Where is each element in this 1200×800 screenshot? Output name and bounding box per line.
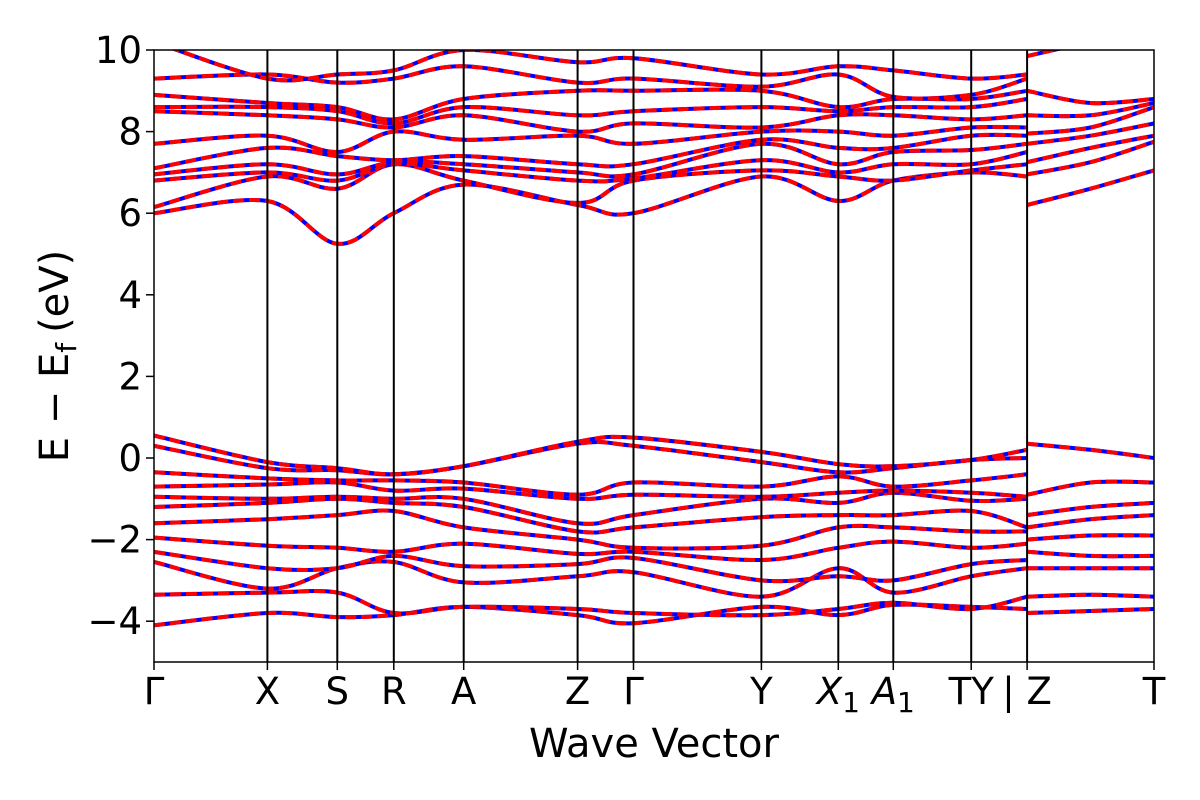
x-tick-label: R bbox=[381, 670, 407, 713]
x-tick-label: Γ bbox=[144, 670, 165, 713]
y-tick-label: 8 bbox=[118, 111, 142, 154]
y-axis-label-unit: (eV) bbox=[32, 250, 78, 333]
band-line-model bbox=[1026, 500, 1154, 518]
x-tick-label: | Z bbox=[1002, 670, 1052, 713]
band-line-model bbox=[1026, 479, 1154, 497]
y-tick-label: 2 bbox=[118, 355, 142, 398]
band-line-model bbox=[1027, 592, 1154, 599]
band-line-reference bbox=[1026, 105, 1154, 136]
band-line-model bbox=[154, 124, 1028, 155]
band-line-model bbox=[154, 602, 1028, 628]
x-tick-label: Z bbox=[565, 670, 590, 713]
y-tick-label: 0 bbox=[118, 437, 142, 480]
y-axis-label-main: E − E bbox=[32, 353, 78, 463]
band-line-model bbox=[1027, 607, 1154, 615]
band-line-model bbox=[1026, 50, 1063, 59]
bands-layer bbox=[154, 50, 1154, 628]
y-tick-label: 6 bbox=[118, 192, 142, 235]
x-tick-label: TY bbox=[948, 670, 995, 713]
kpoint-divider-lines bbox=[266, 50, 1029, 662]
band-line-model bbox=[1026, 139, 1154, 177]
x-tick-label: Γ bbox=[623, 670, 644, 713]
y-tick-label: 10 bbox=[95, 29, 142, 72]
plot-frame bbox=[153, 49, 1155, 663]
x-tick-label: Y bbox=[749, 670, 773, 713]
band-line-model bbox=[154, 162, 1028, 210]
band-line-model bbox=[154, 559, 1028, 599]
band-line-model bbox=[1026, 168, 1154, 207]
x-axis-label: Wave Vector bbox=[529, 721, 780, 767]
band-line-model bbox=[1026, 133, 1154, 165]
x-tick-label: X1 bbox=[815, 670, 860, 719]
band-line-model bbox=[1026, 105, 1154, 136]
band-line-model bbox=[154, 141, 1028, 179]
band-line-model bbox=[1026, 549, 1154, 559]
band-line-model bbox=[1026, 513, 1154, 530]
band-line-model bbox=[154, 150, 1028, 184]
y-axis-label-subscript: f bbox=[50, 342, 83, 353]
band-line-model bbox=[1026, 121, 1154, 146]
band-line-reference bbox=[1026, 50, 1063, 59]
x-tick-label: A bbox=[451, 670, 476, 713]
y-tick-label: 4 bbox=[118, 274, 142, 317]
band-line-model bbox=[154, 87, 1028, 122]
band-line-model bbox=[1026, 533, 1154, 542]
band-line-model bbox=[1026, 441, 1154, 460]
y-tick-label: −4 bbox=[87, 600, 142, 643]
y-tick-label: −2 bbox=[87, 519, 142, 562]
band-line-model bbox=[1026, 88, 1154, 106]
band-line-model bbox=[154, 64, 1028, 101]
x-tick-label: A1 bbox=[870, 670, 915, 719]
x-tick-label: X bbox=[255, 670, 280, 713]
y-axis-label: E − Ef (eV) bbox=[32, 250, 83, 463]
y-axis-ticks: −4 −2 0 2 4 6 8 10 bbox=[87, 29, 154, 643]
band-line-model bbox=[1027, 101, 1154, 119]
x-tick-label: S bbox=[326, 670, 350, 713]
x-tick-label: T bbox=[1142, 670, 1166, 713]
band-line-model bbox=[154, 433, 1028, 477]
